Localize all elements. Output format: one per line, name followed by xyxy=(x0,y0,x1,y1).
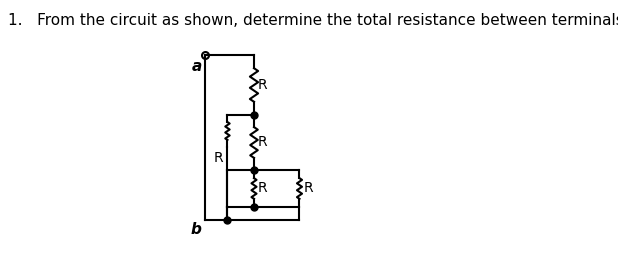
Text: R: R xyxy=(303,182,313,196)
Text: R: R xyxy=(258,136,268,150)
Text: R: R xyxy=(258,78,268,92)
Text: 1.   From the circuit as shown, determine the total resistance between terminals: 1. From the circuit as shown, determine … xyxy=(7,13,618,28)
Text: a: a xyxy=(192,59,201,74)
Text: R: R xyxy=(214,150,224,164)
Text: b: b xyxy=(191,222,201,237)
Text: R: R xyxy=(258,182,268,196)
